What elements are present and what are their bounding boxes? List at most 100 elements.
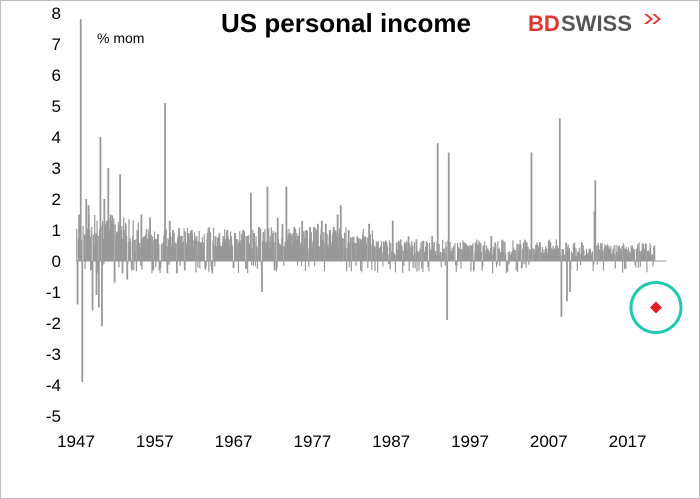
bar xyxy=(510,254,512,261)
bar xyxy=(445,246,448,261)
bar xyxy=(140,214,143,261)
bar xyxy=(299,247,301,261)
bar xyxy=(432,246,435,261)
bar xyxy=(264,244,267,261)
bar xyxy=(423,251,426,261)
bar xyxy=(444,261,446,266)
bar xyxy=(238,242,241,261)
bar xyxy=(536,245,539,261)
bar xyxy=(182,242,184,261)
bar xyxy=(573,245,575,261)
bar xyxy=(179,236,182,261)
bar xyxy=(228,246,230,261)
bar xyxy=(639,250,641,261)
bar xyxy=(470,261,472,272)
bar xyxy=(402,250,404,261)
bar xyxy=(319,246,321,261)
bar xyxy=(593,261,595,265)
bar xyxy=(539,242,541,261)
bar xyxy=(387,261,390,265)
bar xyxy=(249,243,251,261)
bar xyxy=(574,256,576,261)
bar xyxy=(346,248,348,261)
bar xyxy=(393,252,395,261)
bar xyxy=(378,248,380,261)
bar xyxy=(119,174,122,261)
bar xyxy=(342,237,344,261)
bar xyxy=(97,261,100,308)
bar xyxy=(102,238,104,261)
bar xyxy=(229,239,231,261)
bar xyxy=(239,243,242,261)
bar xyxy=(568,247,571,261)
bar xyxy=(369,234,372,261)
bar xyxy=(350,261,352,272)
bar xyxy=(226,230,229,261)
bar xyxy=(331,245,333,261)
bar xyxy=(545,248,548,261)
bar xyxy=(498,248,501,261)
bar xyxy=(402,261,404,273)
y-tick-label: 3 xyxy=(52,159,61,178)
bar xyxy=(379,247,381,261)
bar xyxy=(339,205,342,261)
bar xyxy=(248,243,250,261)
bar xyxy=(173,232,175,261)
bar xyxy=(411,245,414,261)
bar xyxy=(591,251,594,261)
bar xyxy=(414,261,416,269)
bar xyxy=(423,240,425,261)
bar xyxy=(335,231,337,261)
x-tick-label: 2007 xyxy=(530,432,568,451)
bar xyxy=(189,245,191,261)
bar xyxy=(562,248,564,261)
bar xyxy=(327,248,330,261)
bar xyxy=(355,261,357,267)
bar xyxy=(247,235,249,261)
bar xyxy=(276,261,278,269)
bar xyxy=(382,261,384,267)
bar xyxy=(76,261,79,305)
bar xyxy=(274,232,276,261)
bar xyxy=(409,243,411,261)
bar xyxy=(348,261,350,268)
x-axis: 1947 1957 1967 1977 1987 1997 2007 2017 xyxy=(57,432,646,451)
bar xyxy=(255,236,257,261)
bar xyxy=(137,222,139,261)
x-tick-label: 1957 xyxy=(136,432,174,451)
bar xyxy=(647,251,650,261)
bar xyxy=(176,237,179,261)
bar xyxy=(293,226,296,261)
bar xyxy=(485,250,487,261)
bar xyxy=(354,243,356,261)
bar xyxy=(78,214,81,261)
bar xyxy=(517,251,520,261)
bar xyxy=(194,238,196,261)
bar xyxy=(506,261,508,271)
bar xyxy=(601,243,603,261)
bar xyxy=(597,242,599,261)
bar xyxy=(602,261,605,271)
bar xyxy=(367,261,369,268)
bar xyxy=(567,244,569,261)
bar xyxy=(179,261,181,267)
bar xyxy=(361,233,364,261)
bar xyxy=(161,243,163,261)
bar xyxy=(174,242,177,261)
bar xyxy=(556,249,558,261)
y-tick-label: -1 xyxy=(46,283,61,302)
bar xyxy=(195,261,197,273)
bar xyxy=(408,261,410,272)
bar xyxy=(430,250,432,261)
bar xyxy=(300,242,302,261)
bar xyxy=(619,254,621,261)
bar xyxy=(305,230,307,261)
bar xyxy=(181,235,183,261)
bar xyxy=(93,245,96,261)
bar xyxy=(304,238,306,261)
bar xyxy=(205,261,207,270)
bar xyxy=(220,245,222,261)
bar xyxy=(183,261,186,271)
bar xyxy=(460,261,462,269)
bar xyxy=(168,220,171,261)
